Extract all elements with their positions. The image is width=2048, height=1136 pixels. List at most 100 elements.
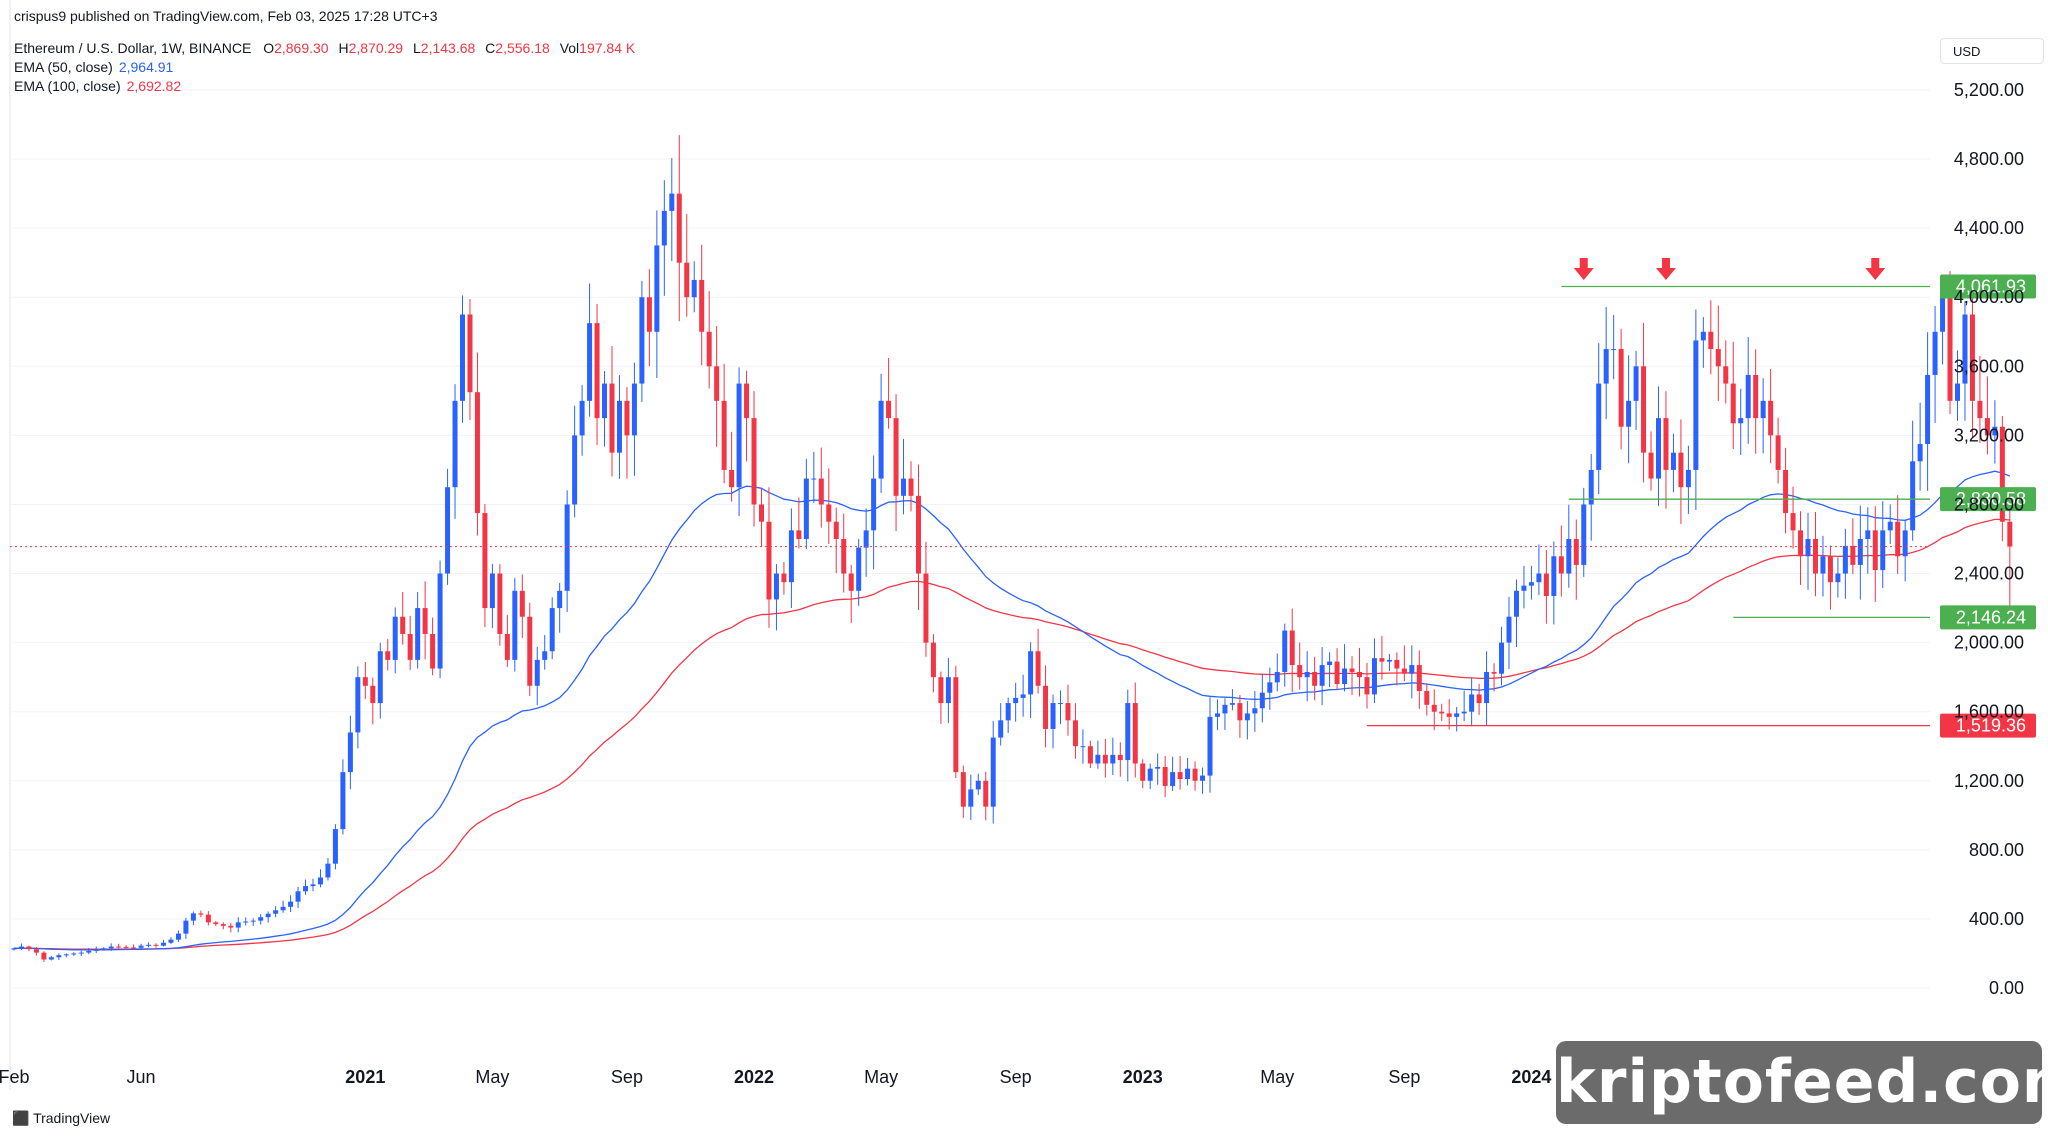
candle-body xyxy=(303,886,309,892)
y-tick-label: 2,800.00 xyxy=(1954,494,2024,514)
candle-body xyxy=(385,651,391,660)
x-axis: Feb Jun 2021 May Sep 2022 May Sep 2023 May Sep 2024… xyxy=(0,1067,1948,1087)
candle-body xyxy=(1932,331,1938,375)
candle-body xyxy=(265,913,271,918)
candle-body xyxy=(1543,573,1549,596)
candle-body xyxy=(1005,703,1011,721)
candle-body xyxy=(1775,435,1781,470)
candle-body xyxy=(1588,469,1594,505)
candle-body xyxy=(1416,665,1422,691)
y-tick-label: 2,400.00 xyxy=(1954,564,2024,584)
candle-body xyxy=(1439,711,1445,714)
ema100-legend[interactable]: EMA (100, close) 2,692.82 xyxy=(14,78,181,94)
symbol-title: Ethereum / U.S. Dollar, 1W, BINANCE xyxy=(14,40,252,56)
candle-body xyxy=(1581,504,1587,565)
candle-body xyxy=(1499,642,1505,674)
levels-layer: 4,061.93 2,830.58 2,146.24 1,519.36 xyxy=(10,274,2036,738)
candle-body xyxy=(370,685,376,704)
currency-button[interactable]: USD xyxy=(1940,38,2044,64)
candle-body xyxy=(1386,659,1392,662)
candle-body xyxy=(489,573,495,609)
level-label-text: 1,519.36 xyxy=(1956,716,2026,736)
candle-body xyxy=(1626,400,1632,427)
candle-body xyxy=(317,877,323,885)
candle-body xyxy=(183,920,189,934)
candle-body xyxy=(1573,539,1579,565)
candle-body xyxy=(1162,766,1168,786)
candle-body xyxy=(1282,630,1288,672)
candle-body xyxy=(938,677,944,704)
candle-body xyxy=(1102,754,1108,764)
watermark: kriptofeed.com xyxy=(1556,1041,2048,1124)
candle-body xyxy=(1842,545,1848,574)
candle-body xyxy=(579,400,585,436)
ema50-line-layer xyxy=(13,470,2011,951)
tradingview-logo[interactable]: ⬛ TradingView xyxy=(12,1110,110,1127)
candle-body xyxy=(968,789,974,807)
open-value: 2,869.30 xyxy=(274,40,329,56)
candle-body xyxy=(1252,708,1258,714)
candle-body xyxy=(639,297,645,384)
candle-body xyxy=(445,487,451,574)
candle-body xyxy=(1028,651,1034,695)
candle-body xyxy=(1072,720,1078,747)
candle-body xyxy=(1798,530,1804,557)
candle-body xyxy=(1431,704,1437,712)
candle-body xyxy=(1962,314,1968,384)
candle-body xyxy=(1955,383,1960,401)
candle-body xyxy=(26,946,32,950)
y-tick-label: 4,400.00 xyxy=(1954,218,2024,238)
candle-body xyxy=(1095,754,1101,764)
candle-body xyxy=(1394,659,1400,669)
candle-body xyxy=(168,939,174,943)
x-tick-label: 2023 xyxy=(1123,1067,1163,1087)
level-label-box xyxy=(1940,274,2036,299)
candle-body xyxy=(1491,671,1497,674)
x-tick-label: 2021 xyxy=(345,1067,385,1087)
candle-body xyxy=(295,891,301,902)
candle-body xyxy=(1013,697,1019,704)
candle-body xyxy=(288,901,294,907)
candle-body xyxy=(1222,704,1228,714)
candle-body xyxy=(1484,671,1490,704)
candle-body xyxy=(1140,763,1146,781)
candle-body xyxy=(1917,444,1923,462)
candle-body xyxy=(1274,671,1280,683)
ema100-label: EMA (100, close) xyxy=(14,78,121,94)
ema50-legend[interactable]: EMA (50, close) 2,964.91 xyxy=(14,59,173,75)
candle-body xyxy=(400,616,406,634)
candle-body xyxy=(803,478,809,539)
candle-body xyxy=(1648,452,1654,479)
candle-body xyxy=(1170,772,1176,786)
candle-body xyxy=(1424,690,1430,705)
low-label: L xyxy=(412,40,421,56)
candle-body xyxy=(1551,556,1557,596)
candle-body xyxy=(1603,349,1609,384)
candle-body xyxy=(1401,668,1407,674)
candle-body xyxy=(63,954,69,956)
candle-body xyxy=(460,314,465,401)
x-tick-label: Sep xyxy=(1000,1067,1032,1087)
candle-body xyxy=(609,383,615,453)
candle-body xyxy=(1319,665,1325,686)
ema50-value: 2,964.91 xyxy=(118,59,174,75)
candle-body xyxy=(243,921,249,923)
volume-value: 197.84 K xyxy=(579,40,636,56)
candle-body xyxy=(146,944,152,946)
candle-body xyxy=(48,957,54,960)
candle-body xyxy=(1685,469,1691,488)
ema100-line xyxy=(13,518,2010,950)
candle-body xyxy=(1521,585,1527,591)
candle-body xyxy=(347,732,353,773)
down-arrow-icon xyxy=(1865,258,1886,280)
candle-body xyxy=(557,590,563,609)
candle-body xyxy=(108,946,114,949)
candle-body xyxy=(123,946,129,948)
candle-body xyxy=(1506,616,1512,643)
ema100-value: 2,692.82 xyxy=(126,78,182,94)
candle-body xyxy=(1536,573,1542,583)
candle-body xyxy=(280,906,286,911)
candle-body xyxy=(1693,340,1699,470)
candle-body xyxy=(1446,713,1452,717)
